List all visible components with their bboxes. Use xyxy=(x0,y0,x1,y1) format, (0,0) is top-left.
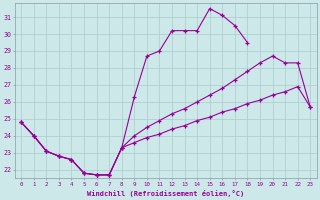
X-axis label: Windchill (Refroidissement éolien,°C): Windchill (Refroidissement éolien,°C) xyxy=(87,190,244,197)
